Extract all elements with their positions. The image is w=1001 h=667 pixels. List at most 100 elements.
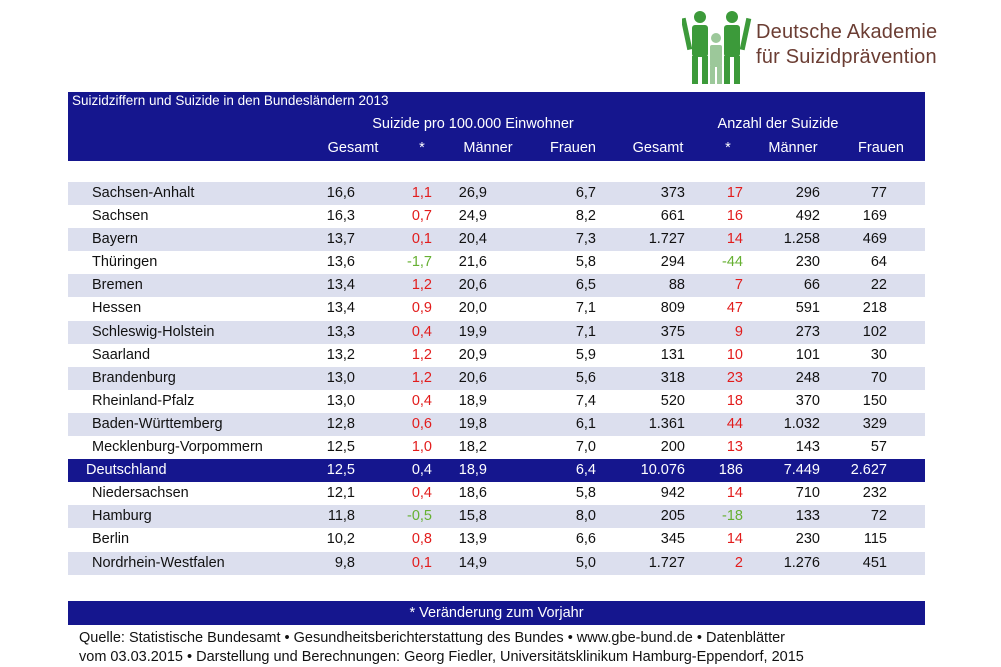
table-cell: 5,8: [575, 485, 596, 502]
table-cell: 809: [660, 300, 685, 317]
table-cell: 102: [862, 323, 887, 340]
family-figures-icon: [682, 11, 752, 84]
table-cell: 11,8: [327, 508, 355, 525]
column-header: Gesamt: [632, 140, 684, 156]
state-name: Bayern: [92, 231, 138, 248]
table-cell: 1,1: [411, 185, 432, 201]
table-cell: 18,9: [458, 392, 487, 409]
table-cell: 44: [726, 415, 743, 432]
table-cell: 13,9: [458, 531, 487, 548]
table-cell: 13: [726, 439, 743, 456]
table-cell: 345: [660, 531, 685, 548]
table-cell: 294: [660, 254, 685, 271]
table-cell: 2.627: [850, 462, 887, 479]
state-name: Schleswig-Holstein: [92, 323, 215, 340]
table-cell: 0,4: [411, 323, 432, 340]
table-cell: 0,7: [411, 208, 432, 225]
table-cell: 451: [862, 554, 887, 571]
table-cell: 370: [795, 392, 820, 409]
source-note: Quelle: Statistische Bundesamt • Gesundh…: [79, 629, 804, 666]
table-row: Nordrhein-Westfalen 9,8 0,1 14,9 5,0 1.727 2 1.…: [68, 551, 925, 575]
table-cell: 14,9: [458, 554, 487, 571]
table-cell: 0,4: [411, 485, 432, 502]
table-cell: 13,0: [326, 369, 355, 386]
state-name: Bremen: [92, 277, 143, 294]
table-cell: 7,1: [575, 323, 596, 340]
table-cell: 21,6: [458, 254, 487, 271]
table-cell: 19,8: [458, 415, 487, 432]
footnote-bar: * Veränderung zum Vorjahr: [68, 601, 925, 625]
table-cell: 72: [870, 508, 887, 525]
table-cell: 20,6: [458, 277, 487, 294]
state-name: Rheinland-Pfalz: [92, 392, 195, 409]
table-cell: 143: [795, 439, 820, 456]
column-header: Frauen: [858, 140, 904, 156]
table-cell: 12,5: [326, 462, 355, 479]
column-header: *: [419, 140, 425, 156]
table-cell: 1.727: [648, 554, 685, 571]
table-cell: -0,5: [407, 508, 432, 525]
table-cell: 6,6: [575, 531, 596, 548]
table-row: Schleswig-Holstein 13,3 0,4 19,9 7,1 375 9 273 1…: [68, 320, 925, 344]
table-cell: 7,1: [575, 300, 596, 317]
table-cell: 1,2: [411, 277, 432, 294]
table-cell: 7: [734, 277, 743, 294]
column-header: Gesamt: [327, 140, 379, 156]
table-cell: 0,4: [411, 462, 432, 479]
state-name: Brandenburg: [92, 369, 176, 386]
table-cell: 13,6: [326, 254, 355, 271]
state-name: Baden-Württemberg: [92, 415, 223, 432]
table-cell: 2: [734, 554, 743, 571]
state-name: Saarland: [92, 346, 151, 363]
state-name: Nordrhein-Westfalen: [92, 554, 225, 571]
table-cell: 7,0: [575, 439, 596, 456]
table-cell: 0,1: [411, 554, 432, 571]
table-cell: 0,8: [411, 531, 432, 548]
table-row: Bayern 13,7 0,1 20,4 7,3 1.727 14 1.258 469: [68, 228, 925, 252]
table-cell: 1.258: [783, 231, 820, 248]
table-cell: 169: [862, 208, 887, 225]
table-cell: 20,0: [458, 300, 487, 317]
table-cell: 14: [726, 531, 743, 548]
logo-line-1: Deutsche Akademie: [756, 21, 938, 43]
table-cell: 20,6: [458, 369, 487, 386]
table-row: Niedersachsen 12,1 0,4 18,6 5,8 942 14 710 232: [68, 482, 925, 505]
table-row: Baden-Württemberg 12,8 0,6 19,8 6,1 1.361 44 1.…: [68, 412, 925, 437]
table-cell: 5,8: [575, 254, 596, 271]
column-header: Frauen: [550, 140, 596, 156]
table-cell: 13,2: [326, 346, 355, 363]
table-cell: 492: [795, 208, 820, 225]
table-cell: 205: [660, 508, 685, 525]
state-name: Sachsen: [92, 208, 149, 225]
state-name: Hessen: [92, 300, 142, 317]
table-row: Brandenburg 13,0 1,2 20,6 5,6 318 23 248 70: [68, 366, 925, 390]
state-name: Hamburg: [92, 508, 152, 525]
table-cell: 9: [734, 323, 743, 340]
table-cell: 24,9: [458, 208, 487, 225]
table-cell: 186: [718, 462, 743, 479]
table-cell: 47: [726, 300, 743, 317]
table-cell: 12,5: [326, 439, 355, 456]
table-cell: 13,3: [326, 323, 355, 340]
table-cell: 10: [726, 346, 743, 363]
table-cell: 6,1: [575, 415, 596, 432]
table-cell: 469: [862, 231, 887, 248]
table-cell: 18,6: [458, 485, 487, 502]
table-row: Sachsen 16,3 0,7 24,9 8,2 661 16 492 169: [68, 205, 925, 228]
table-cell: 0,9: [411, 300, 432, 317]
table-cell: 16,3: [326, 208, 355, 225]
table-cell: 14: [726, 485, 743, 502]
table-cell: 329: [862, 415, 887, 432]
table-cell: 16: [726, 208, 743, 225]
table-cell: 520: [660, 392, 685, 409]
table-cell: 20,9: [458, 346, 487, 363]
table-cell: 0,6: [411, 415, 432, 432]
table-cell: 12,1: [326, 485, 355, 502]
table-cell: 14: [726, 231, 743, 248]
table-row: Mecklenburg-Vorpommern 12,5 1,0 18,2 7,0 200 1…: [68, 436, 925, 459]
table-cell: 1.361: [648, 415, 685, 432]
table-cell: 66: [803, 277, 820, 294]
table-cell: 10,2: [326, 531, 355, 548]
table-cell: 77: [870, 185, 887, 201]
state-name: Niedersachsen: [92, 485, 189, 502]
